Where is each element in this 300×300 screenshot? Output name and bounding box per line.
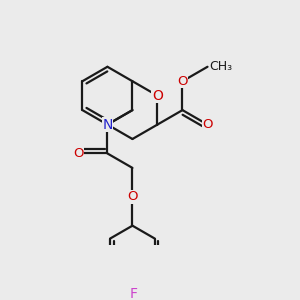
Text: N: N bbox=[102, 118, 112, 132]
Text: F: F bbox=[130, 287, 138, 300]
Text: O: O bbox=[202, 118, 213, 131]
Text: O: O bbox=[127, 190, 138, 203]
Text: CH₃: CH₃ bbox=[209, 60, 232, 73]
Text: O: O bbox=[73, 147, 84, 160]
Text: O: O bbox=[177, 75, 188, 88]
Text: O: O bbox=[152, 89, 163, 103]
